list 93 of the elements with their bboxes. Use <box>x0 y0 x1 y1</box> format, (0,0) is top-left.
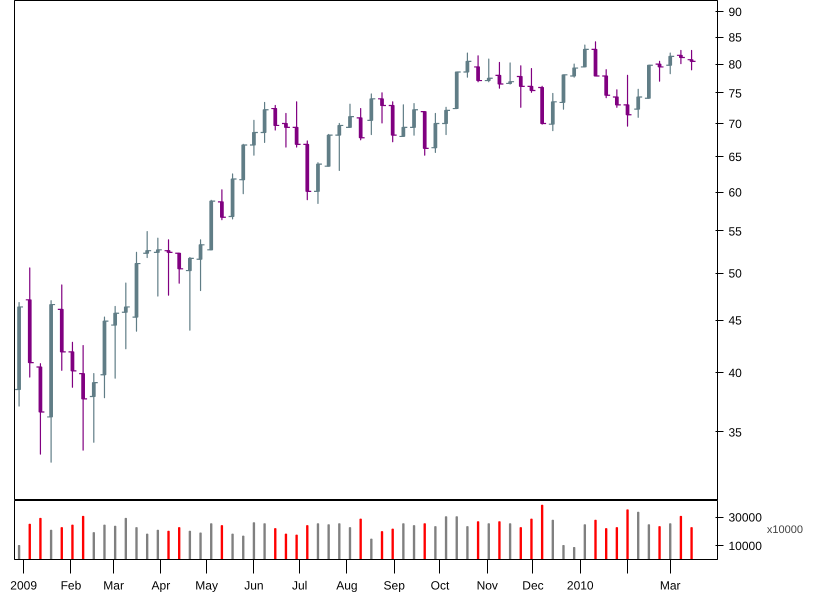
candlestick <box>377 92 387 124</box>
y-tick-label: 60 <box>728 186 742 200</box>
candlestick <box>302 140 312 200</box>
candlestick <box>548 92 558 132</box>
x-tick-label: 2010 <box>566 578 594 592</box>
candlestick <box>356 108 366 140</box>
candlestick <box>687 50 696 70</box>
candlestick <box>89 373 98 443</box>
x-tick-label: Mar <box>103 578 124 592</box>
y-tick-label: 65 <box>728 150 742 164</box>
candlestick <box>238 144 248 194</box>
candlestick <box>494 62 504 89</box>
candlestick <box>174 252 184 284</box>
candlestick <box>484 58 494 82</box>
x-tick-label: Jul <box>292 578 308 592</box>
candlestick <box>164 239 174 296</box>
candlestick <box>324 134 334 167</box>
candlestick <box>634 88 643 118</box>
candlestick <box>68 342 78 388</box>
x-tick-label: Sep <box>384 578 406 592</box>
text: x10000 <box>766 524 803 536</box>
x-tick-label: Nov <box>476 578 498 592</box>
y-tick-label: 30000 <box>728 510 762 525</box>
candlestick <box>57 284 66 371</box>
y-tick-label: 80 <box>728 58 742 72</box>
candlestick <box>590 41 600 77</box>
candlestick <box>100 316 110 398</box>
x-tick-label: Apr <box>152 578 170 592</box>
x-tick-label: Jun <box>244 578 264 592</box>
candlestick <box>676 50 686 64</box>
candlestick <box>644 64 654 99</box>
candlestick <box>334 122 344 172</box>
candlestick <box>622 74 632 127</box>
candlestick <box>196 239 206 292</box>
candlestick <box>249 120 258 156</box>
candlestick <box>260 102 270 143</box>
candlestick <box>366 93 376 136</box>
candlestick <box>25 267 34 378</box>
candlestick <box>666 52 675 74</box>
y-tick-label: 10000 <box>728 538 762 553</box>
candlestick <box>36 363 45 455</box>
candlestick <box>612 89 622 108</box>
candlestick <box>516 65 526 108</box>
candlestick <box>654 60 664 82</box>
candlestick <box>538 86 547 125</box>
candlestick <box>398 104 408 138</box>
candlestick <box>46 300 56 463</box>
candlestick <box>228 173 238 220</box>
y-tick-label: 45 <box>728 314 742 328</box>
candlestick <box>313 162 323 204</box>
y-tick-label: 90 <box>728 5 742 20</box>
candlestick <box>14 302 24 407</box>
y-tick-label: 40 <box>728 366 742 380</box>
y-tick-label: 55 <box>728 224 742 238</box>
candlestick <box>452 71 462 110</box>
y-tick-label: 75 <box>728 86 742 100</box>
candlestick <box>270 104 280 131</box>
candlestick <box>580 44 590 68</box>
candlestick <box>570 64 579 78</box>
x-tick-label: Feb <box>60 578 82 592</box>
candlestick <box>110 306 120 379</box>
candlestick <box>441 106 451 136</box>
candlestick <box>388 101 398 142</box>
candlestick <box>281 112 291 148</box>
x-tick-label: Dec <box>522 578 544 592</box>
x-tick-label: 2009 <box>10 578 38 592</box>
candlestick <box>345 104 355 128</box>
candlestick <box>142 231 152 258</box>
y-tick-label: 70 <box>728 117 742 132</box>
candlestick <box>78 344 88 451</box>
candlestick <box>430 112 440 154</box>
candlestick <box>420 111 430 156</box>
x-tick-label: Oct <box>430 578 450 592</box>
y-tick-label: 50 <box>728 266 742 281</box>
candlestick <box>185 256 194 331</box>
candlestick <box>462 52 472 78</box>
x-tick-label: Mar <box>660 578 681 592</box>
candlestick <box>526 68 536 93</box>
candlestick <box>409 103 419 136</box>
y-tick-label: 35 <box>728 425 742 440</box>
candlestick <box>506 62 515 85</box>
candlestick <box>121 282 130 350</box>
candlestick <box>153 238 162 297</box>
candlestick <box>474 55 483 82</box>
candlestick <box>558 74 568 110</box>
candlestick <box>602 69 611 98</box>
candlestick <box>132 252 142 332</box>
x-tick-label: Aug <box>336 578 358 592</box>
candlestick <box>292 101 302 148</box>
candlestick <box>217 189 226 220</box>
candlestick <box>206 200 216 250</box>
y-tick-label: 85 <box>728 30 742 45</box>
x-tick-label: May <box>195 578 218 592</box>
